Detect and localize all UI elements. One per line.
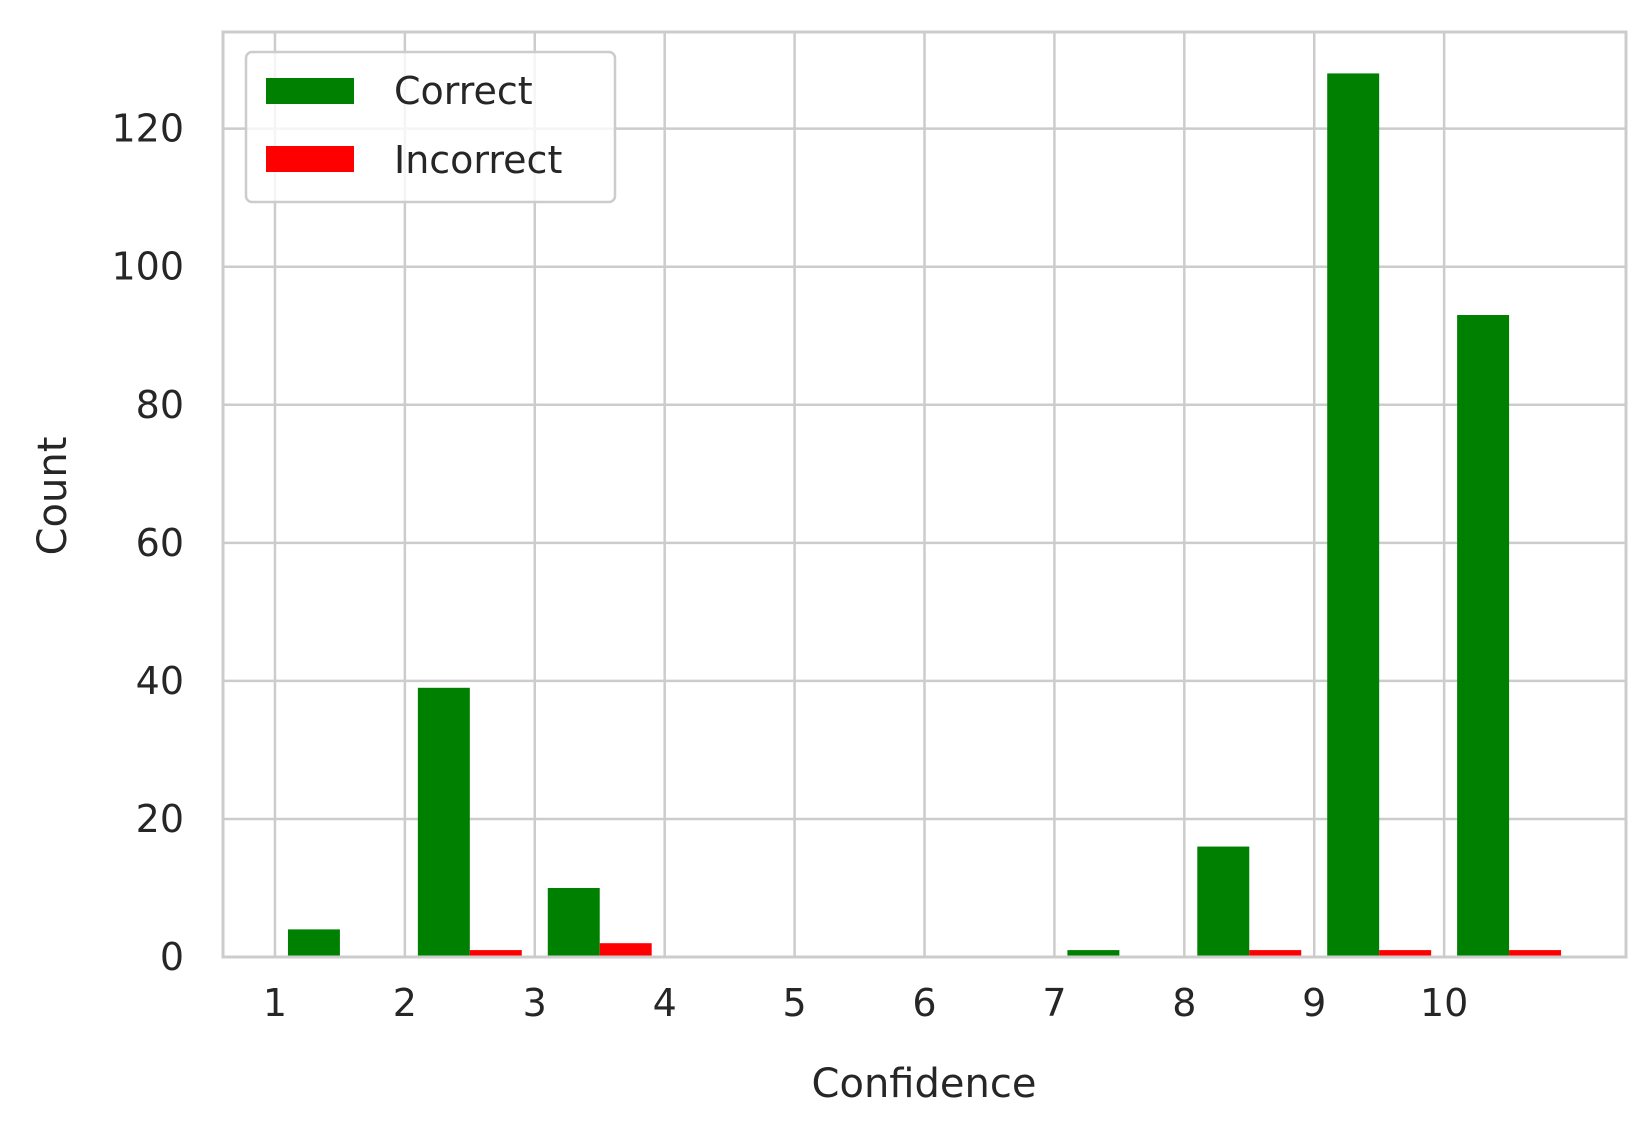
y-axis-label: Count bbox=[30, 437, 76, 556]
x-tick-label-1: 1 bbox=[263, 981, 287, 1025]
legend-swatch-incorrect bbox=[266, 146, 354, 172]
plot-area-frame bbox=[221, 30, 1628, 959]
x-tick-label-6: 6 bbox=[912, 981, 936, 1025]
x-tick-label-5: 5 bbox=[782, 981, 806, 1025]
y-tick-label-120: 120 bbox=[111, 107, 184, 151]
x-tick-label-10: 10 bbox=[1420, 981, 1468, 1025]
y-tick-label-20: 20 bbox=[136, 797, 184, 841]
x-tick-label-4: 4 bbox=[653, 981, 677, 1025]
bar-incorrect-4 bbox=[599, 943, 652, 957]
x-tick-label-7: 7 bbox=[1042, 981, 1066, 1025]
legend-swatch-correct bbox=[266, 78, 354, 104]
x-axis-label: Confidence bbox=[812, 1061, 1037, 1107]
x-tick-label-2: 2 bbox=[393, 981, 417, 1025]
y-tick-label-60: 60 bbox=[136, 521, 184, 565]
y-tick-labels: 0 20 40 60 80 100 120 bbox=[111, 107, 184, 979]
bar-correct-5 bbox=[1067, 950, 1120, 957]
bar-correct-1 bbox=[417, 687, 470, 957]
bar-correct-8 bbox=[1327, 73, 1380, 957]
bar-correct-6 bbox=[1197, 846, 1250, 957]
bar-incorrect-2 bbox=[469, 950, 522, 957]
legend-label-incorrect: Incorrect bbox=[394, 138, 562, 182]
x-tick-label-8: 8 bbox=[1172, 981, 1196, 1025]
x-tick-labels: 1 2 3 4 5 6 7 8 9 10 bbox=[263, 981, 1468, 1025]
x-tick-label-3: 3 bbox=[523, 981, 547, 1025]
legend: Correct Incorrect bbox=[244, 50, 617, 204]
bar-correct-3 bbox=[547, 887, 600, 957]
bar-correct-10 bbox=[1457, 315, 1510, 957]
y-tick-label-100: 100 bbox=[111, 245, 184, 289]
legend-label-correct: Correct bbox=[394, 69, 533, 113]
bar-incorrect-11 bbox=[1509, 950, 1562, 957]
y-tick-label-40: 40 bbox=[136, 659, 184, 703]
x-tick-label-9: 9 bbox=[1302, 981, 1326, 1025]
bar-incorrect-9 bbox=[1379, 950, 1432, 957]
bars bbox=[287, 73, 1562, 957]
y-tick-label-80: 80 bbox=[136, 383, 184, 427]
bar-incorrect-7 bbox=[1249, 950, 1302, 957]
y-tick-label-0: 0 bbox=[160, 935, 184, 979]
bar-correct-0 bbox=[287, 929, 340, 957]
